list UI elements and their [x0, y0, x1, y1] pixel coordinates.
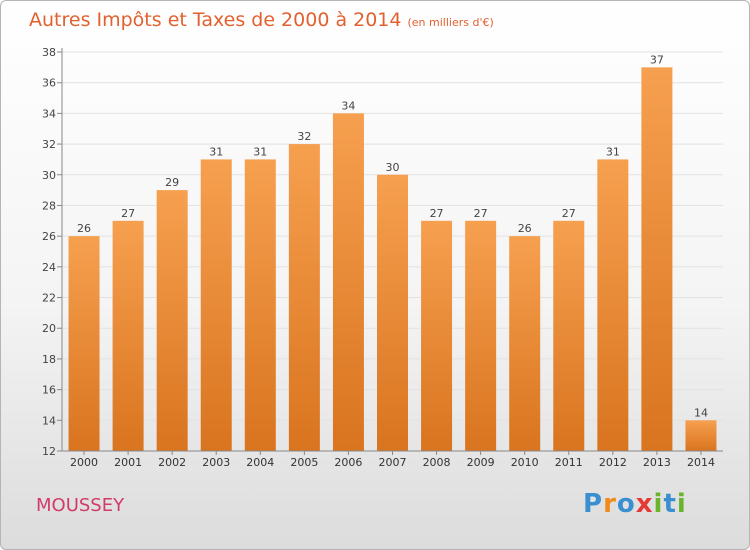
logo-letter: x [635, 489, 654, 519]
bar [68, 236, 100, 451]
x-tick-label: 2014 [687, 456, 715, 469]
bar [288, 144, 320, 452]
bar [685, 420, 717, 451]
bar-value-label: 26 [518, 222, 532, 235]
y-tick-label: 30 [42, 169, 56, 182]
y-tick-label: 34 [42, 107, 56, 120]
bar-value-label: 27 [474, 207, 488, 220]
bar [509, 236, 541, 451]
bar [553, 220, 585, 451]
y-tick-label: 24 [42, 261, 56, 274]
bar-value-label: 26 [77, 222, 91, 235]
y-tick-label: 22 [42, 292, 56, 305]
chart-title: Autres Impôts et Taxes de 2000 à 2014 [29, 9, 402, 31]
y-tick-label: 12 [42, 445, 56, 458]
bar [112, 220, 144, 451]
y-tick-label: 18 [42, 353, 56, 366]
bar [421, 220, 453, 451]
y-tick-label: 38 [42, 46, 56, 59]
x-tick-label: 2002 [158, 456, 186, 469]
x-tick-label: 2008 [423, 456, 451, 469]
logo-letter: P [583, 489, 604, 519]
bar-value-label: 27 [430, 207, 444, 220]
x-tick-label: 2010 [511, 456, 539, 469]
x-tick-label: 2013 [643, 456, 671, 469]
x-tick-label: 2006 [334, 456, 362, 469]
y-tick-label: 28 [42, 199, 56, 212]
bar-value-label: 34 [341, 99, 355, 112]
bar [332, 113, 364, 451]
bar-value-label: 37 [650, 53, 664, 66]
y-tick-label: 32 [42, 138, 56, 151]
logo-letter: i [676, 489, 687, 519]
bar-value-label: 30 [386, 161, 400, 174]
bar [244, 159, 276, 451]
x-tick-label: 2007 [379, 456, 407, 469]
y-tick-label: 26 [42, 230, 56, 243]
y-tick-label: 36 [42, 77, 56, 90]
bar [465, 220, 497, 451]
x-tick-label: 2004 [246, 456, 274, 469]
bar-value-label: 27 [562, 207, 576, 220]
logo-letter: o [616, 489, 636, 519]
bar [156, 190, 188, 451]
chart-title-block: Autres Impôts et Taxes de 2000 à 2014 (en… [29, 9, 494, 31]
logo-letter: r [603, 489, 617, 519]
bar-value-label: 31 [606, 145, 620, 158]
bar [200, 159, 232, 451]
bar-chart: 26 27 29 31 31 32 34 30 27 27 26 27 31 37 14 12 14 16 18 2… [42, 46, 723, 469]
x-tick-label: 2003 [202, 456, 230, 469]
y-tick-label: 16 [42, 384, 56, 397]
bar-value-label: 32 [297, 130, 311, 143]
logo-letter: t [663, 489, 677, 519]
x-tick-label: 2001 [114, 456, 142, 469]
y-tick-label: 20 [42, 322, 56, 335]
x-tick-label: 2011 [555, 456, 583, 469]
y-tick-label: 14 [42, 414, 56, 427]
bar [377, 174, 408, 451]
bar [597, 159, 629, 451]
axis-layer: 12 14 16 18 20 22 24 26 28 30 32 34 36 38 2000 2001 2002… [42, 46, 723, 469]
x-tick-label: 2009 [467, 456, 495, 469]
place-name: MOUSSEY [36, 495, 125, 516]
x-tick-label: 2005 [290, 456, 318, 469]
bar-value-label: 31 [253, 145, 267, 158]
bar-value-label: 14 [694, 406, 708, 419]
bars-layer: 26 27 29 31 31 32 34 30 27 27 26 27 31 37 14 [68, 53, 717, 452]
bar-value-label: 27 [121, 207, 135, 220]
chart-unit: (en milliers d'€) [407, 16, 494, 29]
proxiti-logo: Proxiti [583, 489, 687, 519]
bar-value-label: 29 [165, 176, 179, 189]
x-tick-label: 2000 [70, 456, 98, 469]
x-tick-label: 2012 [599, 456, 627, 469]
bar-value-label: 31 [209, 145, 223, 158]
bar [641, 67, 673, 451]
logo-letter: i [653, 489, 664, 519]
